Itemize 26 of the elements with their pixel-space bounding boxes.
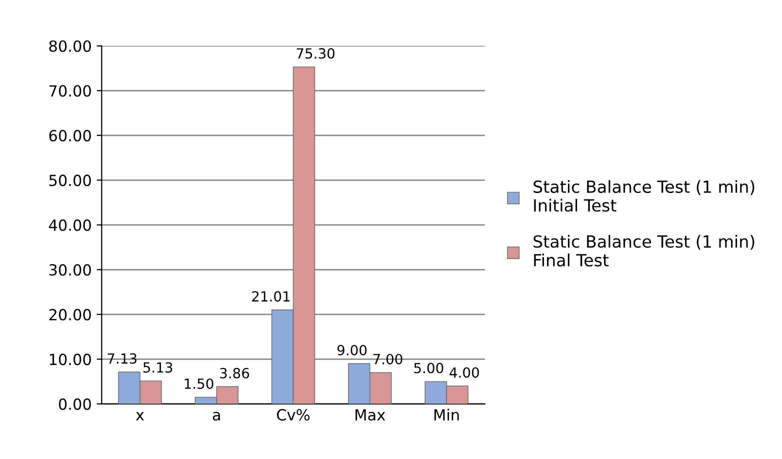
data-label: 9.00 [337, 344, 367, 356]
data-label: 5.00 [414, 362, 444, 374]
y-tick-label: 80.00 [49, 40, 91, 52]
x-tick-label: a [212, 412, 220, 421]
data-label: 75.30 [296, 48, 334, 59]
y-tick-label: 20.00 [49, 308, 91, 320]
y-tick-label: 30.00 [49, 264, 91, 276]
x-tick-label: x [136, 412, 144, 420]
x-tick-label: Min [434, 408, 459, 420]
y-tick-label: 50.00 [49, 174, 91, 186]
legend-label: Static Balance Test (1 min) Final Test [534, 234, 754, 266]
data-label: 21.01 [252, 291, 290, 302]
y-tick-label: 70.00 [49, 85, 91, 97]
data-label: 1.50 [184, 378, 214, 389]
data-label: 3.86 [220, 368, 250, 378]
data-label: 7.00 [373, 354, 402, 364]
x-tick-label: Cv% [276, 409, 310, 421]
y-tick-label: 0.00 [58, 398, 91, 410]
y-tick-label: 10.00 [50, 354, 91, 366]
y-tick-label: 40.00 [48, 219, 91, 231]
data-label: 7.13 [108, 353, 136, 364]
legend-label: Static Balance Test (1 min) Initial Test [534, 180, 754, 212]
x-tick-label: Max [356, 409, 386, 421]
y-tick-label: 60.00 [49, 130, 91, 142]
data-label: 4.00 [450, 367, 479, 378]
data-label: 5.13 [143, 362, 172, 373]
